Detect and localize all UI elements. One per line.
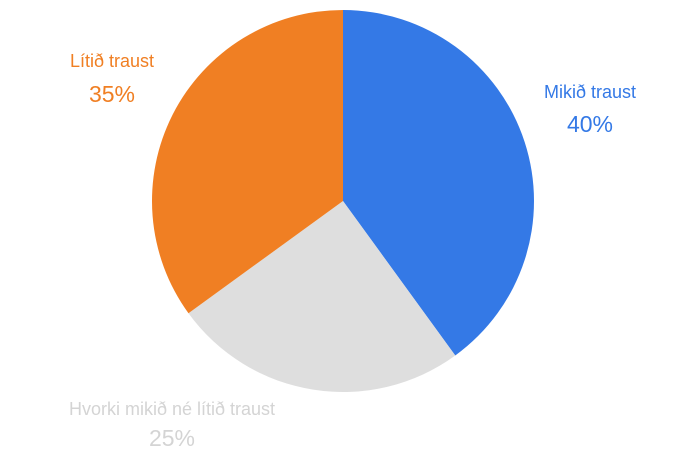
slice-value-label: 35% bbox=[89, 81, 135, 107]
slice-label: Hvorki mikið né lítið traust bbox=[69, 399, 275, 419]
slice-value-label: 25% bbox=[149, 425, 195, 451]
slice-label: Mikið traust bbox=[544, 82, 636, 102]
pie-slice bbox=[151, 10, 343, 314]
pie-slice bbox=[188, 201, 456, 393]
slice-label: Lítið traust bbox=[70, 51, 154, 71]
pie-slice bbox=[343, 10, 535, 356]
slice-value-label: 40% bbox=[567, 111, 613, 137]
